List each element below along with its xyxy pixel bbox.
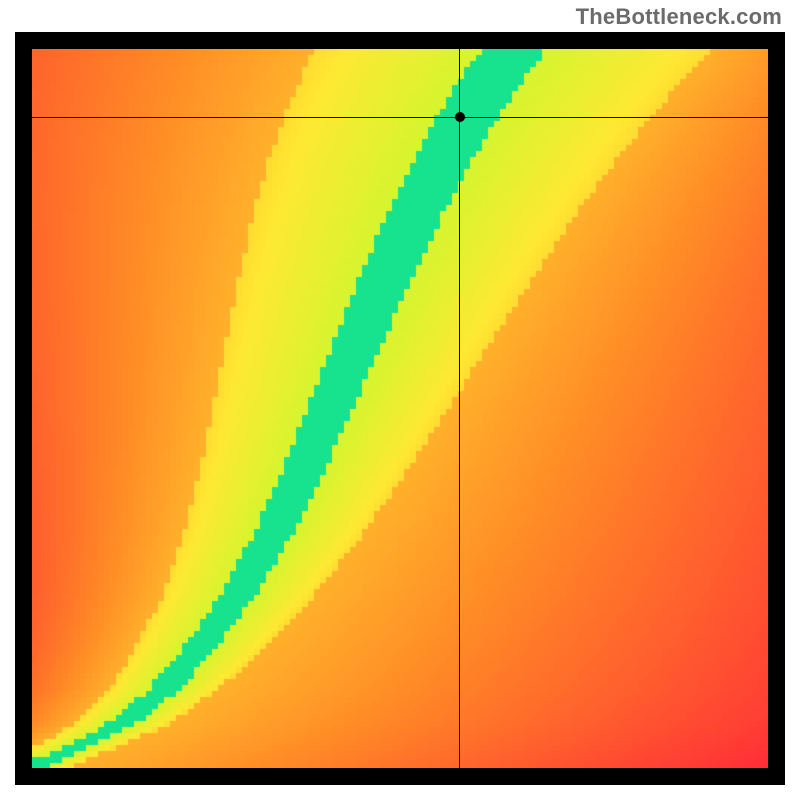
crosshair-vertical	[459, 49, 461, 768]
crosshair-horizontal	[32, 117, 768, 119]
heatmap-plot	[15, 32, 785, 785]
crosshair-dot	[455, 112, 465, 122]
heatmap-canvas	[32, 49, 768, 768]
watermark-text: TheBottleneck.com	[576, 4, 782, 30]
heatmap-canvas-wrap	[32, 49, 768, 768]
